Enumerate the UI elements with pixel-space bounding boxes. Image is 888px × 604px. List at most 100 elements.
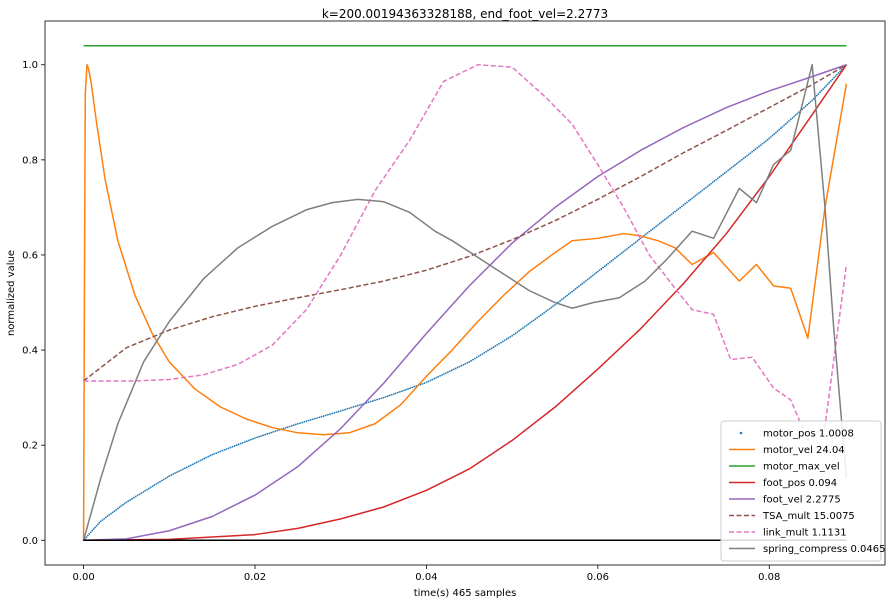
data-point [646, 232, 649, 234]
data-point [460, 364, 463, 367]
data-point [437, 375, 440, 378]
legend-item: foot_vel 2.2775 [729, 495, 841, 506]
data-point [586, 278, 589, 281]
data-point [423, 382, 426, 385]
data-point [778, 128, 781, 131]
data-point [831, 78, 834, 81]
data-point [766, 138, 769, 141]
y-tick-label: 0.8 [22, 155, 38, 166]
data-point [309, 419, 312, 421]
data-point [425, 381, 428, 384]
data-point [113, 510, 116, 513]
data-point [617, 254, 620, 257]
data-point [266, 433, 269, 435]
data-point [392, 393, 395, 395]
data-point [739, 160, 742, 162]
data-point [656, 224, 659, 226]
data-point [516, 331, 519, 333]
data-point [701, 189, 704, 192]
data-point [359, 404, 361, 406]
data-point [655, 225, 658, 228]
data-point [305, 420, 308, 423]
data-point [796, 112, 799, 115]
data-point [282, 427, 285, 430]
data-point [376, 398, 379, 401]
data-point [108, 514, 111, 516]
data-point [110, 512, 112, 515]
data-point [213, 452, 216, 455]
data-point [627, 246, 630, 249]
data-point [730, 166, 733, 169]
data-point [507, 337, 510, 339]
data-point [227, 447, 230, 450]
data-point [836, 73, 838, 76]
data-point [809, 100, 812, 103]
data-point [115, 508, 118, 511]
data-point [692, 196, 695, 198]
data-point [199, 459, 202, 462]
data-point [711, 181, 714, 184]
data-point [473, 357, 476, 360]
data-point [820, 89, 823, 92]
data-point [691, 197, 694, 200]
data-point [401, 390, 403, 392]
data-point [178, 470, 180, 473]
data-point [545, 310, 547, 313]
data-point [590, 276, 592, 278]
data-point [262, 434, 265, 437]
legend-item: link_mult 1.1131 [729, 528, 847, 539]
data-point [653, 226, 656, 229]
data-point [532, 319, 535, 322]
data-point [771, 134, 774, 137]
data-point [572, 289, 575, 292]
data-point [559, 299, 562, 302]
data-point [761, 142, 764, 145]
data-point [804, 105, 807, 108]
data-point [610, 260, 613, 262]
legend-item: TSA_mult 15.0075 [729, 511, 855, 522]
data-point [485, 350, 487, 353]
data-point [314, 417, 316, 420]
legend-item: motor_vel 24.04 [729, 445, 845, 456]
data-point [781, 125, 784, 128]
data-point [546, 309, 549, 311]
data-point [96, 523, 99, 526]
data-point [203, 457, 206, 460]
data-point [694, 194, 697, 197]
y-tick-label: 1.0 [22, 60, 38, 71]
data-point [168, 475, 171, 477]
data-point [525, 324, 528, 327]
data-point [756, 146, 759, 149]
data-point [784, 122, 787, 125]
data-point [793, 115, 795, 118]
data-point [686, 201, 688, 204]
data-point [475, 356, 478, 359]
data-point [374, 399, 376, 402]
data-point [598, 269, 601, 272]
data-point [180, 469, 182, 472]
data-point [552, 305, 555, 308]
data-point [153, 484, 156, 487]
data-point [509, 336, 512, 338]
data-point [554, 303, 556, 306]
data-point [333, 411, 336, 414]
data-point [716, 177, 719, 180]
legend-item: motor_max_vel [729, 462, 840, 473]
data-point [505, 338, 508, 341]
data-point [715, 178, 718, 181]
data-point [446, 371, 449, 374]
data-point [626, 248, 628, 250]
data-point [394, 392, 397, 395]
data-point [367, 401, 370, 404]
data-point [346, 408, 349, 410]
data-point [260, 435, 263, 437]
data-point [576, 286, 579, 289]
data-point [680, 205, 683, 208]
data-point [276, 429, 279, 432]
y-axis: 0.0 0.2 0.4 0.6 0.8 1.0 [22, 60, 45, 547]
data-point [411, 386, 414, 389]
data-point [737, 161, 740, 164]
data-point [770, 136, 772, 138]
data-point [125, 501, 128, 504]
